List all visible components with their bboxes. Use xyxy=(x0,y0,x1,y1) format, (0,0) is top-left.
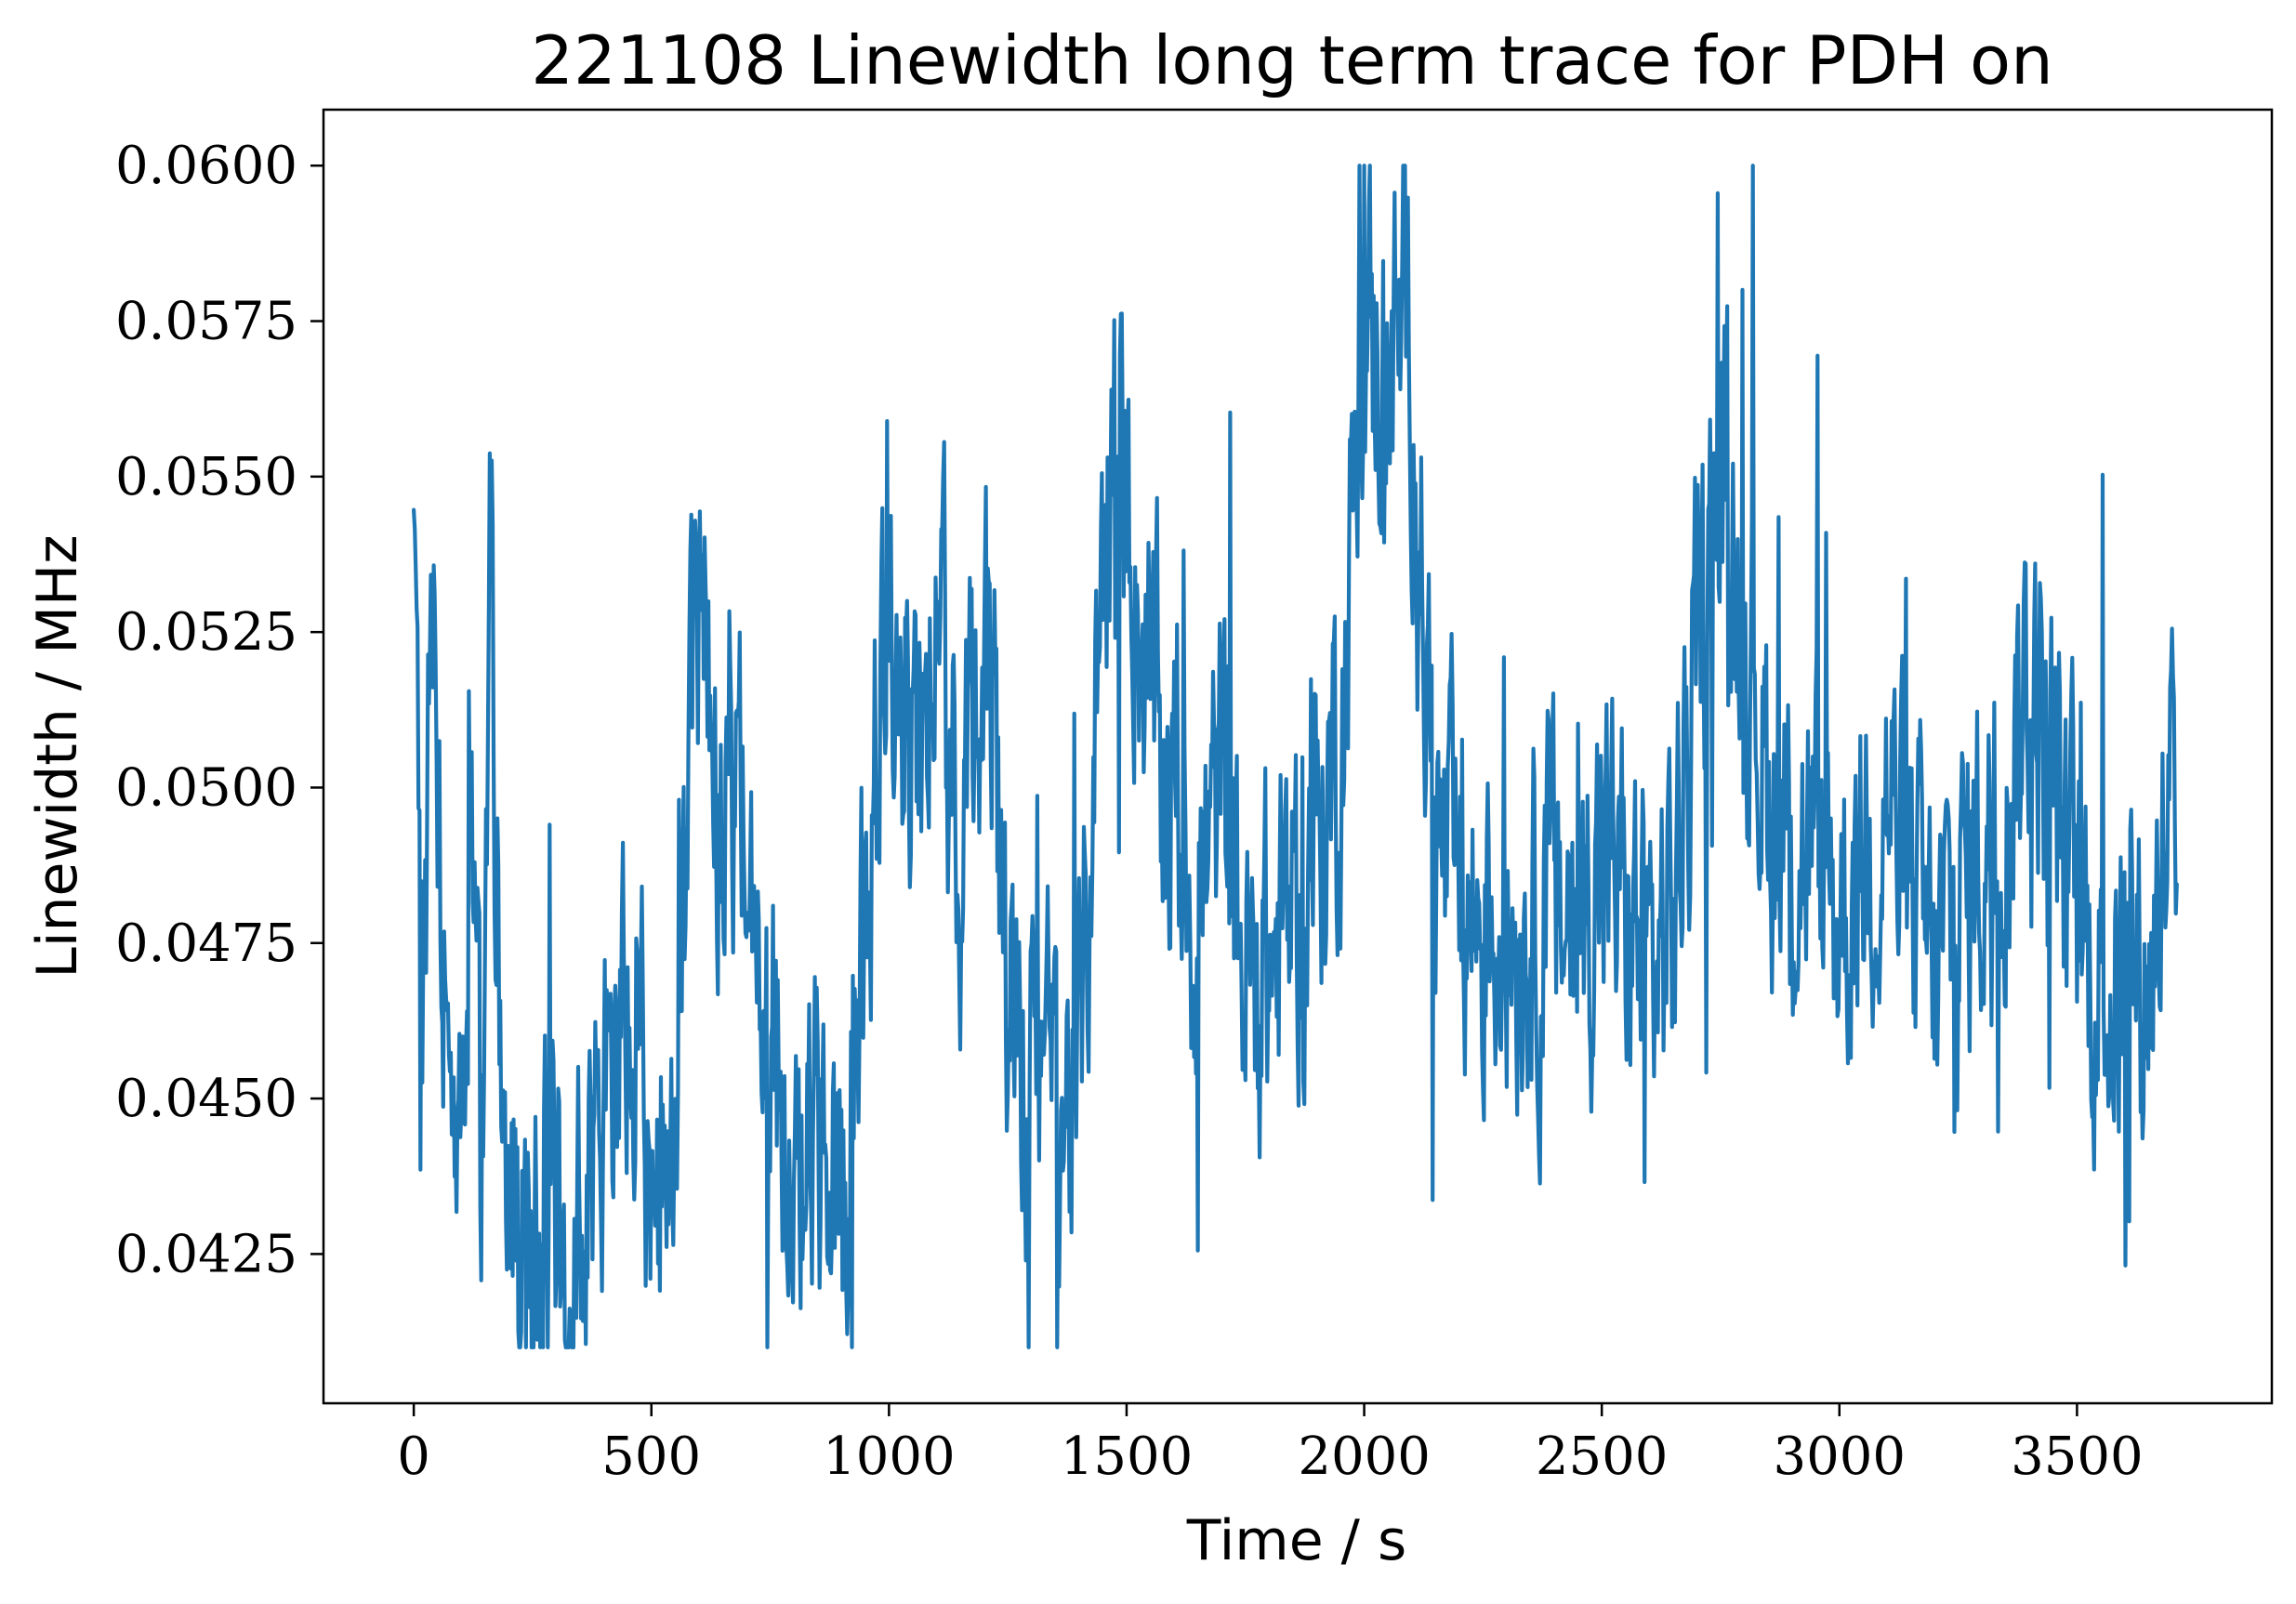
x-tick-label: 3000 xyxy=(1774,1427,1907,1487)
x-tick-label: 2500 xyxy=(1536,1427,1669,1487)
y-axis-label: Linewidth / MHz xyxy=(25,534,90,978)
y-axis: 0.0425 0.0450 0.0475 0.0500 0.0525 0.0550 0.05… xyxy=(115,136,323,1284)
y-tick-label: 0.0600 xyxy=(115,136,297,196)
y-tick-label: 0.0575 xyxy=(115,292,297,352)
x-tick-label: 3500 xyxy=(2011,1427,2144,1487)
x-tick-label: 2000 xyxy=(1298,1427,1431,1487)
y-tick-label: 0.0425 xyxy=(115,1224,297,1284)
x-tick-label: 500 xyxy=(601,1427,701,1487)
x-tick-label: 0 xyxy=(397,1427,430,1487)
x-axis: 0 500 1000 1500 2000 2500 3000 3500 xyxy=(397,1403,2144,1487)
y-tick-label: 0.0500 xyxy=(115,757,297,818)
plot-area xyxy=(412,164,2179,1349)
y-tick-label: 0.0525 xyxy=(115,602,297,663)
plot-frame xyxy=(322,108,2274,1405)
series-line-linewidth xyxy=(412,164,2179,1349)
y-tick-label: 0.0450 xyxy=(115,1069,297,1129)
y-tick-label: 0.0550 xyxy=(115,447,297,507)
y-tick-label: 0.0475 xyxy=(115,914,297,974)
x-tick-label: 1000 xyxy=(823,1427,956,1487)
x-axis-label: Time / s xyxy=(1186,1508,1406,1573)
x-tick-label: 1500 xyxy=(1061,1427,1194,1487)
chart-title: 221108 Linewidth long term trace for PDH… xyxy=(531,21,2052,99)
